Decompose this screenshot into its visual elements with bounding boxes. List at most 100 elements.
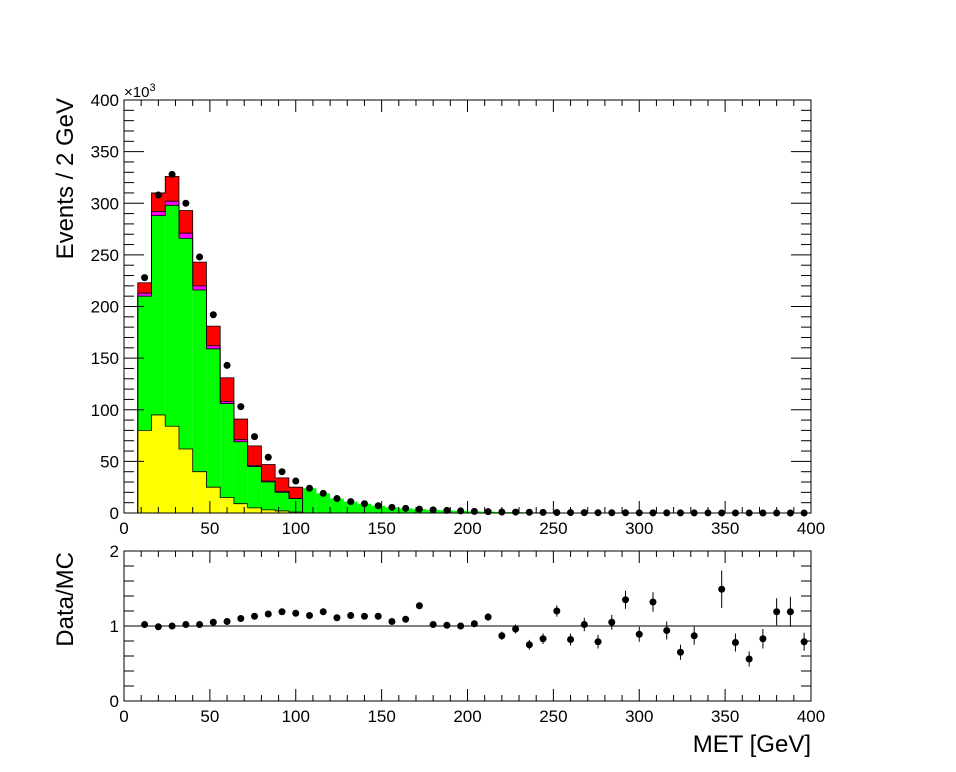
ratio-point-42 <box>718 585 726 593</box>
bar-red-7 <box>233 419 248 440</box>
bar-yellow-9 <box>261 509 276 513</box>
ratio-point-13 <box>319 608 327 616</box>
bar-red-2 <box>165 176 179 202</box>
ratio-x-tick-label: 50 <box>200 707 219 726</box>
data-point-8 <box>251 433 259 441</box>
ratio-point-46 <box>773 608 781 616</box>
ratio-point-17 <box>374 612 382 620</box>
ratio-point-32 <box>580 621 588 628</box>
ratio-point-5 <box>209 618 217 626</box>
stack-outlines <box>137 176 304 513</box>
ratio-point-12 <box>305 612 313 619</box>
stack-outline-yellow <box>137 414 304 513</box>
ratio-point-40 <box>690 632 698 640</box>
main-axis-ticks <box>123 99 812 514</box>
data-point-27 <box>512 508 520 516</box>
ratio-point-7 <box>237 615 245 622</box>
y-multiplier-base: ×10 <box>124 84 149 101</box>
ratio-point-8 <box>251 612 259 620</box>
ratio-point-33 <box>594 638 602 646</box>
data-point-14 <box>333 495 341 503</box>
bar-magenta-8 <box>247 465 262 467</box>
ratio-point-26 <box>498 632 506 640</box>
bar-yellow-7 <box>233 503 248 513</box>
bar-green-6 <box>220 403 234 498</box>
x-tick-label: 400 <box>797 519 825 538</box>
y-multiplier-label: ×103 <box>124 82 156 101</box>
bar-tail-120 <box>330 498 344 513</box>
stacked-mc-histogram <box>137 176 592 513</box>
ratio-x-tick-label: 0 <box>119 707 128 726</box>
bar-magenta-7 <box>233 439 248 442</box>
bar-green-3 <box>178 238 193 449</box>
ratio-point-2 <box>168 622 176 630</box>
ratio-point-31 <box>567 636 575 643</box>
y-tick-label: 0 <box>110 504 119 523</box>
data-point-4 <box>196 253 204 261</box>
ratio-point-35 <box>622 596 630 604</box>
bar-yellow-8 <box>247 507 262 513</box>
ratio-axis-ticks <box>123 550 812 702</box>
main-histogram-panel: 0 50 100 150 200 250 300 350 400 0 50 100 150 200 250… <box>52 82 825 538</box>
ratio-point-28 <box>525 641 533 649</box>
y-tick-label: 400 <box>91 91 119 110</box>
y-tick-label: 100 <box>91 401 119 420</box>
x-tick-label: 150 <box>367 519 395 538</box>
bar-red-6 <box>220 377 234 402</box>
data-point-18 <box>388 503 396 511</box>
bar-green-2 <box>165 205 179 427</box>
data-point-28 <box>525 508 533 516</box>
ratio-x-tick-label: 400 <box>797 707 825 726</box>
ratio-x-tick-labels: 0 50 100 150 200 250 300 350 400 <box>119 707 825 726</box>
ratio-x-tick-label: 100 <box>282 707 310 726</box>
data-point-15 <box>347 498 355 506</box>
y-tick-label: 250 <box>91 246 119 265</box>
bar-magenta-4 <box>192 285 207 290</box>
bar-green-1 <box>151 215 166 415</box>
bar-red-3 <box>178 210 193 234</box>
ratio-point-0 <box>141 621 149 628</box>
x-tick-label: 200 <box>453 519 481 538</box>
ratio-panel: 0 50 100 150 200 250 300 350 400 0 1 2 Data/MC MET… <box>52 542 825 758</box>
x-tick-label: 250 <box>539 519 567 538</box>
ratio-x-tick-label: 300 <box>625 707 653 726</box>
bar-yellow-3 <box>178 448 193 513</box>
ratio-x-tick-label: 350 <box>711 707 739 726</box>
ratio-point-45 <box>759 635 767 643</box>
ratio-point-21 <box>429 621 437 628</box>
ratio-point-9 <box>264 610 272 618</box>
bar-yellow-5 <box>206 487 221 513</box>
bar-red-9 <box>261 464 276 481</box>
data-point-2 <box>168 170 176 178</box>
data-point-22 <box>443 506 451 514</box>
ratio-point-37 <box>649 598 657 606</box>
bar-green-8 <box>247 466 262 508</box>
data-point-11 <box>292 477 300 485</box>
ratio-x-tick-label: 200 <box>453 707 481 726</box>
data-point-3 <box>182 199 190 207</box>
ratio-point-25 <box>484 613 492 621</box>
ratio-x-tick-label: 150 <box>367 707 395 726</box>
data-point-24 <box>470 507 478 515</box>
data-point-25 <box>484 508 492 516</box>
bar-green-10 <box>275 492 289 511</box>
ratio-point-3 <box>182 621 190 628</box>
bar-yellow-4 <box>192 471 207 513</box>
main-x-tick-labels: 0 50 100 150 200 250 300 350 400 <box>119 519 825 538</box>
ratio-y-tick-label: 2 <box>110 542 119 561</box>
bar-tail-144 <box>371 505 386 513</box>
bar-yellow-6 <box>220 497 234 513</box>
data-point-7 <box>237 403 245 411</box>
bar-green-9 <box>261 482 276 510</box>
x-tick-label: 300 <box>625 519 653 538</box>
ratio-y-axis-title: Data/MC <box>52 552 79 647</box>
ratio-point-19 <box>402 615 410 623</box>
stack-outline-red <box>137 176 304 513</box>
data-point-5 <box>209 311 217 319</box>
data-point-19 <box>402 504 410 512</box>
ratio-y-tick-label: 1 <box>110 617 119 636</box>
ratio-points <box>141 570 808 667</box>
y-tick-label: 150 <box>91 349 119 368</box>
x-tick-label: 350 <box>711 519 739 538</box>
